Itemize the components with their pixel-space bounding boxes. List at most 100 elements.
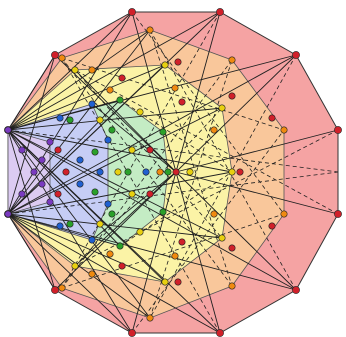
edge-solid (91, 103, 177, 173)
vertex-dot (228, 56, 236, 64)
vertex-dot (46, 198, 54, 206)
edge-solid (175, 129, 339, 173)
vertex-dot (228, 168, 236, 176)
vertex-dot (38, 156, 46, 164)
vertex-dot (38, 180, 46, 188)
vertex-dot (114, 168, 122, 176)
vertex-dot (58, 284, 66, 292)
vertex-dot (174, 278, 182, 286)
edge-dashed (131, 11, 285, 215)
vertex-dot (62, 168, 70, 176)
vertex-dot (161, 61, 169, 69)
vertex-dot (280, 210, 288, 218)
vertex-dot (54, 190, 62, 198)
edge-solid (7, 213, 297, 291)
vertex-dot (210, 210, 218, 218)
vertex-dot (118, 74, 126, 82)
edge-solid (175, 54, 297, 173)
vertex-dot (18, 146, 26, 154)
edge-solid (7, 99, 121, 131)
vertex-dot (58, 54, 66, 62)
edge-solid (7, 129, 166, 283)
vertex-dots (4, 8, 342, 337)
vertex-dot (51, 51, 59, 59)
edge-solid (7, 54, 297, 215)
vertex-dot (228, 92, 236, 100)
vertex-dot (118, 262, 126, 270)
vertex-dot (228, 244, 236, 252)
edge-solid (7, 129, 223, 239)
vertex-dot (18, 190, 26, 198)
vertex-dot (334, 126, 342, 134)
vertex-dot (54, 146, 62, 154)
vertex-dot (218, 234, 226, 242)
vertex-dot (268, 114, 276, 122)
edge-solid (7, 54, 56, 215)
vertex-dot (228, 282, 236, 290)
vertex-dot (88, 270, 96, 278)
vertex-dot (51, 286, 59, 294)
vertex-dot (146, 26, 154, 34)
vertex-dot (116, 96, 124, 104)
edge-solid (7, 54, 56, 131)
vertex-dot (128, 8, 136, 16)
edge-solid (175, 171, 221, 334)
edge-solid (54, 54, 177, 173)
edge-solid (7, 213, 223, 239)
vertex-dot (56, 222, 64, 230)
vertex-dot (161, 278, 169, 286)
vertex-dot (218, 104, 226, 112)
edge-dashed (149, 29, 233, 287)
vertex-dot (4, 126, 12, 134)
edge-solid (7, 11, 133, 215)
vertex-dot (146, 314, 154, 322)
edge-solid (7, 213, 56, 291)
vertex-dot (88, 100, 96, 108)
vertex-dot (106, 250, 114, 258)
edge-dashed (149, 29, 297, 291)
vertex-dot (96, 116, 104, 124)
vertex-dot (108, 210, 116, 218)
vertex-dot (30, 168, 38, 176)
vertex-dot (76, 180, 84, 188)
vertex-dot (178, 238, 186, 246)
edge-solid (7, 213, 221, 334)
vertex-dot (128, 146, 136, 154)
vertex-dot (210, 126, 218, 134)
edge-solid (7, 29, 151, 131)
vertex-dot (96, 168, 104, 176)
edge-solid (7, 107, 223, 131)
vertex-dot (96, 220, 104, 228)
vertex-dot (156, 168, 164, 176)
vertex-dot (128, 190, 136, 198)
vertex-dot (71, 262, 79, 270)
vertex-dot (124, 168, 132, 176)
vertex-dot (146, 146, 154, 154)
edge-dashed (149, 54, 297, 319)
vertex-dot (104, 136, 112, 144)
vertex-dot (71, 66, 79, 74)
vertex-dot (136, 228, 144, 236)
edge-solid (131, 171, 177, 334)
edge-solid (7, 29, 151, 215)
vertex-dot (280, 126, 288, 134)
vertex-dot (88, 66, 96, 74)
vertex-dot (171, 84, 179, 92)
edge-solid (7, 171, 233, 215)
vertex-dot (172, 168, 180, 176)
vertex-dot (174, 58, 182, 66)
vertex-dot (66, 220, 74, 228)
edge-solid (175, 11, 221, 173)
vertex-dot (292, 51, 300, 59)
edge-dashed (131, 129, 285, 334)
edge-dashed (74, 69, 223, 239)
edge-solid (175, 171, 339, 215)
vertex-dot (164, 168, 172, 176)
vertex-dot (159, 208, 167, 216)
edge-dashed (149, 59, 233, 319)
vertex-dot (88, 236, 96, 244)
vertex-dot (146, 190, 154, 198)
vertex-dot (106, 86, 114, 94)
vertex-dot (46, 138, 54, 146)
